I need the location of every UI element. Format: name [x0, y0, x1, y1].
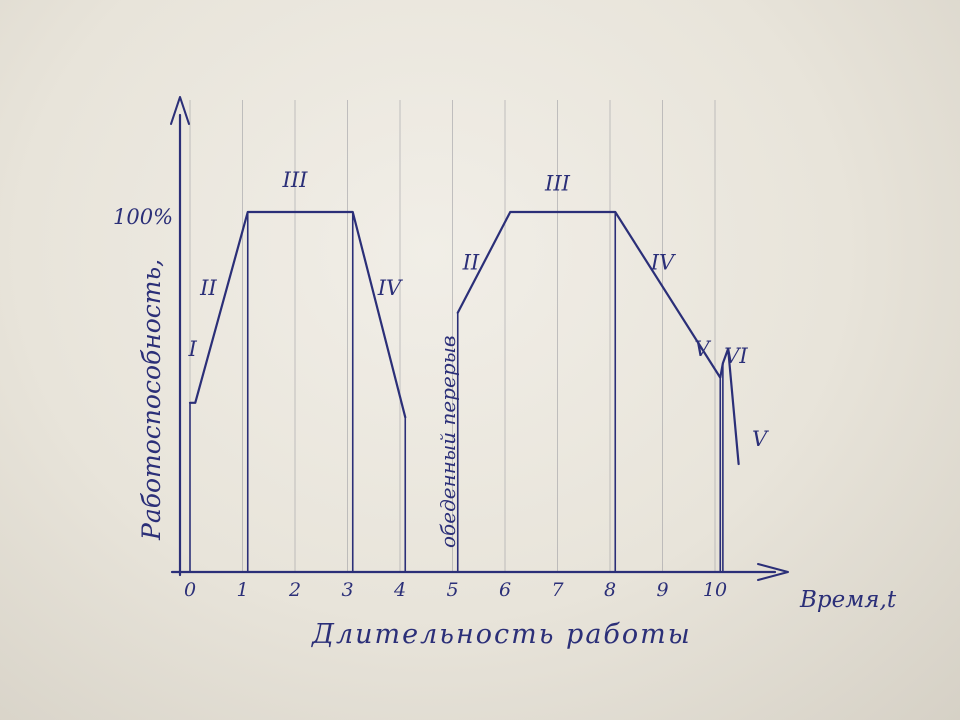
phase-label: III — [544, 171, 571, 195]
grid — [189, 100, 716, 572]
x-tick-label: 1 — [236, 579, 248, 601]
axes — [170, 96, 789, 581]
x-axis-caption: Длительность работы — [311, 619, 692, 650]
y-axis-arrow-icon — [170, 96, 190, 125]
x-tick-label: 4 — [393, 579, 406, 601]
phase-label: VI — [724, 344, 748, 368]
series — [188, 210, 740, 573]
x-tick-label: 7 — [551, 579, 564, 601]
phase-label: I — [187, 337, 197, 361]
x-tick-label: 10 — [703, 579, 727, 601]
x-tick-label: 6 — [499, 579, 511, 601]
x-tick-label: 9 — [656, 579, 668, 601]
y-top-label: 100% — [113, 205, 173, 229]
x-tick-label: 8 — [604, 579, 616, 601]
phase-label: II — [199, 276, 217, 300]
phase-label: II — [462, 251, 480, 275]
phase-label: V — [694, 337, 711, 361]
lunch-break-annotation: обеденный перерыв — [436, 335, 460, 548]
x-tick-label: 0 — [184, 579, 196, 601]
series-line-morning — [188, 210, 407, 419]
x-tick-label: 5 — [446, 579, 458, 601]
y-axis-label: Работоспособность, — [137, 259, 166, 541]
x-tick-labels: 0 1 2 3 4 5 6 7 8 9 10 — [184, 579, 727, 601]
x-tick-label: 3 — [341, 579, 353, 601]
x-axis-label: Время,t — [799, 587, 897, 613]
x-tick-label: 2 — [288, 579, 301, 601]
phase-label: V — [752, 427, 769, 451]
phase-label: IV — [650, 251, 676, 275]
x-axis-arrow-icon — [757, 563, 789, 581]
phase-label: III — [282, 168, 309, 192]
phase-label: IV — [377, 276, 403, 300]
